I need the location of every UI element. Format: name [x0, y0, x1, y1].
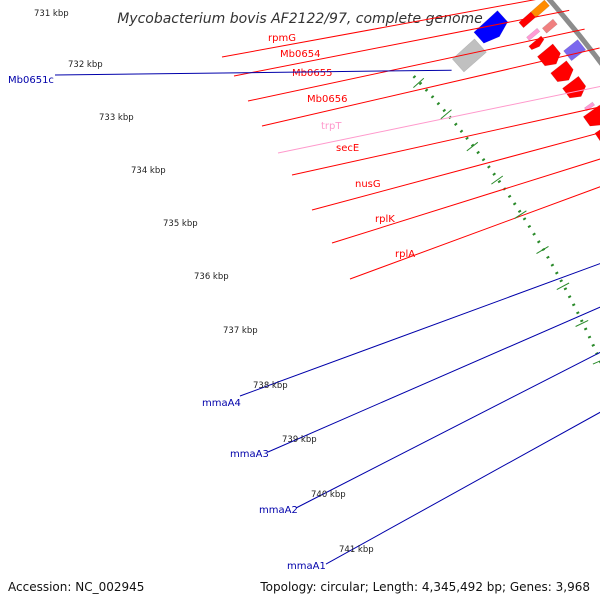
kbp-label: 735 kbp: [163, 219, 198, 229]
feature-block: [530, 0, 550, 19]
feature-labels: rpmG Mb0654 Mb0655 Mb0656 trpT secE nusG rplK rp…: [8, 0, 600, 572]
gene-label-mmaa1: mmaA1: [287, 561, 326, 572]
accession-text: Accession: NC_002945: [8, 580, 145, 594]
gene-label-mmaa3: mmaA3: [230, 449, 269, 460]
gene-label-trpt: trpT: [321, 121, 342, 132]
gene-leader-line: [221, 0, 536, 58]
kbp-tick: [592, 360, 600, 365]
gene-leader-line: [295, 351, 600, 509]
gene-label-mmaa2: mmaA2: [259, 505, 298, 516]
gene-leader-line: [54, 69, 452, 76]
gene-label-sece: secE: [336, 143, 359, 154]
gene-label-mmaa4: mmaA4: [202, 398, 241, 409]
kbp-tick: [536, 245, 549, 255]
kbp-label: 740 kbp: [311, 490, 346, 500]
feature-block: [594, 129, 600, 142]
kbp-tick: [491, 175, 504, 185]
gene-leader-line: [291, 106, 600, 176]
feature-block: [550, 60, 574, 83]
feature-block: [536, 43, 561, 67]
gene-leader-line: [331, 158, 600, 244]
feature-block: [582, 104, 600, 127]
feature-block: [451, 38, 487, 73]
gene-leader-line: [233, 9, 570, 77]
kbp-label: 738 kbp: [253, 381, 288, 391]
gene-label-mb0654: Mb0654: [280, 49, 320, 60]
kbp-tick: [440, 109, 452, 120]
feature-block: [541, 18, 558, 34]
gene-leader-line: [311, 132, 600, 211]
kbp-tick: [575, 319, 589, 327]
gene-label-mb0651c: Mb0651c: [8, 75, 54, 86]
kbp-label: 734 kbp: [131, 166, 166, 176]
kbp-label: 739 kbp: [282, 435, 317, 445]
gene-leader-line: [325, 411, 600, 565]
kbp-label: 733 kbp: [99, 113, 134, 123]
gene-label-mb0655: Mb0655: [292, 68, 332, 79]
kbp-tick: [514, 210, 527, 219]
gene-label-rplk: rplK: [375, 214, 395, 225]
kbp-tick: [556, 282, 570, 291]
feature-track: [451, 0, 600, 142]
backbone-line: [546, 0, 600, 66]
kbp-label: 731 kbp: [34, 9, 69, 19]
kbp-label: 737 kbp: [223, 326, 258, 336]
tick-rings: [412, 75, 600, 365]
kbp-label: 736 kbp: [194, 272, 229, 282]
gene-label-rpmg: rpmG: [268, 33, 296, 44]
kbp-tick: [466, 141, 479, 152]
map-title: Mycobacterium bovis AF2122/97, complete …: [117, 11, 483, 27]
gene-label-mb0656: Mb0656: [307, 94, 347, 105]
kbp-tick: [413, 77, 425, 88]
feature-block: [526, 27, 541, 41]
gene-label-nusg: nusG: [355, 179, 381, 190]
feature-block: [473, 10, 509, 44]
kbp-label: 741 kbp: [339, 545, 374, 555]
gene-leader-line: [267, 306, 600, 453]
gene-leader-line: [247, 28, 585, 102]
kbp-label: 732 kbp: [68, 60, 103, 70]
genome-summary-text: Topology: circular; Length: 4,345,492 bp…: [260, 580, 590, 594]
gene-label-rpla: rplA: [395, 249, 415, 260]
tick-ring-inner: [412, 75, 600, 365]
gene-leader-line: [239, 263, 600, 397]
gene-leader-line: [277, 85, 600, 154]
gene-leader-line: [261, 47, 600, 127]
kbp-scale: 731 kbp 732 kbp 733 kbp 734 kbp 735 kbp 736 k…: [34, 9, 600, 555]
feature-block: [528, 35, 545, 51]
backbone: [546, 0, 600, 66]
gene-leader-line: [349, 186, 600, 280]
